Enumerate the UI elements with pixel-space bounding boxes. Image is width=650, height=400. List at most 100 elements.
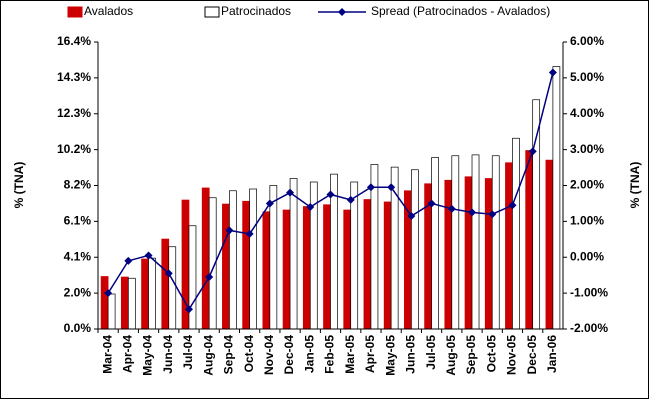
marker [407, 211, 416, 220]
marker [346, 195, 355, 204]
bar [491, 155, 500, 330]
marker [104, 289, 113, 298]
bar [350, 181, 359, 330]
bar [188, 225, 197, 330]
x-tick-label: Jun-05 [404, 335, 418, 374]
marker [245, 229, 254, 238]
bar [100, 276, 109, 330]
x-tick-label: Apr-05 [363, 335, 377, 373]
bar [545, 159, 554, 330]
x-tick-label: Dec-05 [525, 335, 539, 375]
bar [552, 66, 561, 330]
x-tick-label: Jan-06 [545, 335, 559, 373]
bar [525, 150, 534, 330]
y2-tick-label: 1.00% [570, 214, 604, 228]
bar [411, 169, 419, 330]
legend-swatch [204, 6, 220, 18]
y2-tick-label: -2.00% [570, 321, 608, 335]
y-tick-label: 10.2% [57, 142, 91, 156]
y-tick-label: 14.3% [57, 70, 91, 84]
y-tick-label: 2.0% [64, 285, 92, 299]
bar [363, 199, 372, 330]
marker [225, 226, 234, 235]
x-tick-label: Sep-05 [464, 335, 478, 375]
bar [201, 187, 210, 330]
x-tick-label: Dec-04 [282, 335, 296, 375]
marker [164, 269, 173, 278]
legend-swatch [67, 6, 83, 18]
bar [161, 238, 170, 330]
marker [548, 68, 557, 77]
marker [387, 183, 396, 192]
y-tick-label: 12.3% [57, 106, 91, 120]
bar [512, 137, 520, 330]
marker [447, 204, 456, 213]
y-tick-label: 4.1% [64, 249, 92, 263]
bar [262, 211, 271, 330]
bar [269, 185, 278, 330]
marker [528, 147, 537, 156]
marker [124, 256, 133, 265]
marker [488, 210, 497, 219]
marker [184, 305, 193, 314]
marker [306, 203, 315, 212]
marker [205, 272, 214, 281]
bar [229, 190, 237, 330]
bar [505, 162, 513, 330]
bar [242, 200, 250, 330]
y-tick-label: 0.0% [64, 321, 92, 335]
bar [532, 99, 541, 330]
bar [343, 209, 352, 330]
x-tick-label: Oct-04 [242, 335, 256, 373]
bar [148, 257, 156, 330]
bar [302, 206, 311, 330]
x-tick-label: Nov-05 [505, 335, 519, 375]
marker [508, 201, 517, 210]
bar [323, 204, 331, 330]
bar [451, 155, 460, 330]
bar [168, 246, 177, 330]
legend-label: Patrocinados [221, 4, 291, 18]
bar [431, 157, 439, 330]
bar [471, 154, 480, 330]
bar [249, 188, 257, 330]
x-tick-label: Jan-05 [302, 335, 316, 373]
bar [289, 178, 298, 330]
y-tick-label: 16.4% [57, 34, 91, 48]
y2-tick-label: 4.00% [570, 106, 604, 120]
y-tick-label: 6.1% [64, 214, 92, 228]
bar [127, 277, 136, 330]
x-tick-label: Oct-05 [484, 335, 498, 373]
x-tick-label: May-05 [383, 335, 397, 376]
x-tick-label: Aug-05 [444, 335, 458, 376]
x-tick-label: Jul-05 [424, 335, 438, 370]
x-tick-label: Jun-04 [161, 335, 175, 374]
marker [366, 183, 375, 192]
y-tick-label: 8.2% [64, 178, 92, 192]
y-axis-title: % (TNA) [12, 162, 26, 209]
legend-marker [338, 8, 346, 16]
marker [144, 251, 153, 260]
marker [468, 208, 477, 217]
x-tick-label: Nov-04 [262, 335, 276, 375]
bar [141, 258, 149, 330]
x-tick-label: Apr-04 [120, 335, 134, 373]
bar [222, 203, 230, 330]
y2-tick-label: 0.00% [570, 249, 604, 263]
bar [484, 178, 493, 330]
bar [383, 201, 392, 330]
bar [464, 176, 473, 330]
y2-tick-label: 6.00% [570, 34, 604, 48]
bar [120, 276, 129, 330]
marker [326, 190, 335, 199]
y2-tick-label: -1.00% [570, 285, 608, 299]
y2-tick-label: 3.00% [570, 142, 604, 156]
legend-label: Spread (Patrocinados - Avalados) [371, 4, 550, 18]
legend-label: Avalados [84, 4, 133, 18]
x-tick-label: May-04 [141, 335, 155, 376]
marker [265, 199, 274, 208]
x-tick-label: Mar-04 [100, 335, 114, 374]
x-tick-label: Jul-04 [181, 335, 195, 370]
